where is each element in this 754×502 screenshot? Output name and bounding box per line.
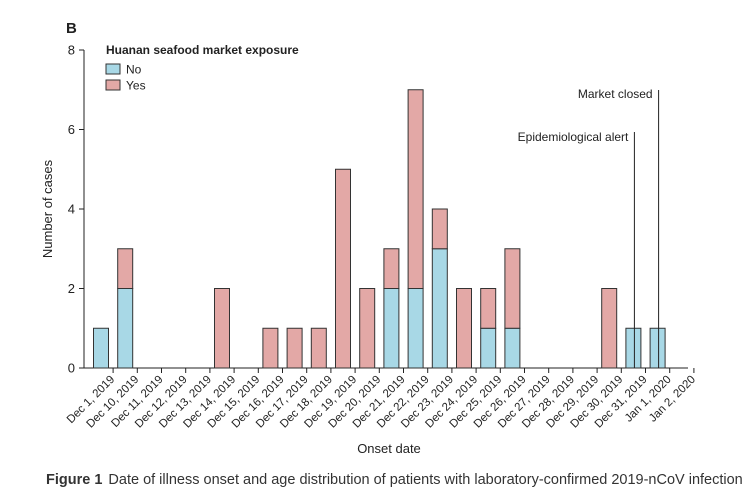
bar-no-segment xyxy=(504,327,521,369)
bars xyxy=(93,89,666,369)
bar-no-segment xyxy=(93,327,109,369)
legend-title: Huanan seafood market exposure xyxy=(106,43,299,57)
onset-date-chart: B Number of cases Onset date Huanan seaf… xyxy=(40,20,698,456)
legend-swatch-no xyxy=(105,63,121,75)
y-ticks: 0 2 4 6 8 xyxy=(68,43,84,376)
bar-yes-segment xyxy=(504,248,521,329)
bar-yes-segment xyxy=(310,327,327,369)
y-tick-label: 6 xyxy=(68,122,75,137)
bar-yes-segment xyxy=(214,288,230,369)
bar-no-segment xyxy=(407,288,424,369)
bar-yes-segment xyxy=(117,248,134,289)
annotation-label: Market closed xyxy=(578,87,653,101)
bar-no-segment xyxy=(649,327,666,369)
bar-yes-segment xyxy=(383,248,400,289)
bar-no-segment xyxy=(383,288,400,369)
bar-no-segment xyxy=(480,327,497,369)
caption-label: Figure 1 xyxy=(46,472,103,488)
y-tick-label: 0 xyxy=(68,361,75,376)
legend: Huanan seafood market exposure No Yes xyxy=(105,43,299,93)
bar-yes-segment xyxy=(407,89,424,289)
x-axis-label: Onset date xyxy=(357,441,421,456)
bar-yes-segment xyxy=(262,327,279,369)
bar-no-segment xyxy=(117,288,134,369)
annotation-label: Epidemiological alert xyxy=(518,130,629,144)
y-tick-label: 2 xyxy=(68,281,75,296)
annotations: Epidemiological alert Market closed xyxy=(518,87,660,368)
bar-yes-segment xyxy=(335,168,351,369)
bar-yes-segment xyxy=(480,288,497,329)
bar-yes-segment xyxy=(359,288,376,369)
bar-yes-segment xyxy=(601,288,618,369)
panel-label: B xyxy=(66,20,77,37)
y-tick-label: 4 xyxy=(68,202,75,217)
y-tick-label: 8 xyxy=(68,43,75,58)
bar-no-segment xyxy=(431,248,448,369)
figure-caption: Figure 1 Date of illness onset and age di… xyxy=(46,472,743,488)
bar-yes-segment xyxy=(456,288,472,369)
legend-swatch-yes xyxy=(105,79,121,91)
bar-yes-segment xyxy=(286,327,303,369)
bar-yes-segment xyxy=(431,208,448,250)
legend-label-yes: Yes xyxy=(126,79,146,93)
bar-no-segment xyxy=(625,327,642,369)
legend-label-no: No xyxy=(126,63,142,77)
y-axis-label: Number of cases xyxy=(40,159,55,258)
caption-text: Date of illness onset and age distributi… xyxy=(108,472,743,488)
